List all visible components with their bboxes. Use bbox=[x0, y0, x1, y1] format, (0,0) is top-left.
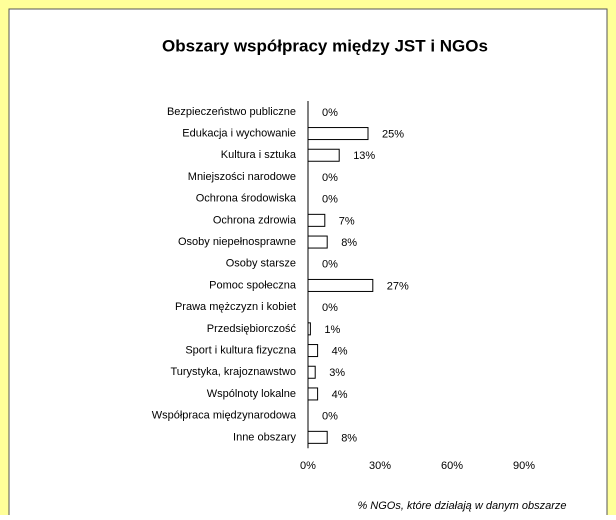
data-label: 4% bbox=[332, 345, 348, 357]
data-label: 8% bbox=[341, 432, 357, 444]
x-tick-label: 0% bbox=[300, 460, 316, 472]
data-label: 4% bbox=[332, 389, 348, 401]
y-tick-label: Osoby niepełnosprawne bbox=[178, 236, 296, 248]
data-label: 27% bbox=[387, 280, 409, 292]
bar bbox=[307, 387, 319, 401]
y-tick-label: Ochrona środowiska bbox=[196, 193, 297, 205]
y-tick-label: Kultura i sztuka bbox=[221, 149, 297, 161]
bar bbox=[307, 235, 328, 249]
y-tick-label: Współpraca międzynarodowa bbox=[152, 410, 297, 422]
data-label: 13% bbox=[353, 150, 375, 162]
y-tick-label: Wspólnoty lokalne bbox=[207, 388, 296, 400]
y-tick-label: Ochrona zdrowia bbox=[213, 214, 297, 226]
data-label: 0% bbox=[322, 194, 338, 206]
y-tick-label: Inne obszary bbox=[233, 431, 296, 443]
x-tick-label: 60% bbox=[441, 460, 463, 472]
y-tick-label: Edukacja i wychowanie bbox=[182, 127, 296, 139]
data-label: 0% bbox=[322, 172, 338, 184]
data-label: 0% bbox=[322, 411, 338, 423]
y-tick-label: Pomoc społeczna bbox=[209, 279, 297, 291]
chart-title: Obszary współpracy między JST i NGOs bbox=[162, 36, 488, 55]
y-tick-label: Osoby starsze bbox=[226, 258, 296, 270]
y-tick-label: Mniejszości narodowe bbox=[188, 171, 296, 183]
bar bbox=[307, 213, 326, 227]
y-tick-label: Sport i kultura fizyczna bbox=[185, 344, 297, 356]
x-axis-label: % NGOs, które działają w danym obszarze bbox=[357, 500, 566, 512]
bar bbox=[307, 148, 340, 162]
data-label: 1% bbox=[324, 324, 340, 336]
data-label: 7% bbox=[339, 215, 355, 227]
data-label: 3% bbox=[329, 367, 345, 379]
bar bbox=[307, 430, 328, 444]
bar bbox=[307, 365, 316, 379]
data-label: 0% bbox=[322, 259, 338, 271]
y-tick-label: Prawa mężczyzn i kobiet bbox=[175, 301, 296, 313]
y-tick-label: Przedsiębiorczość bbox=[207, 323, 297, 335]
bar bbox=[307, 278, 374, 292]
data-label: 25% bbox=[382, 128, 404, 140]
data-label: 8% bbox=[341, 237, 357, 249]
x-tick-label: 30% bbox=[369, 460, 391, 472]
y-tick-label: Bezpieczeństwo publiczne bbox=[167, 106, 296, 118]
data-label: 0% bbox=[322, 107, 338, 119]
x-tick-label: 90% bbox=[513, 460, 535, 472]
data-label: 0% bbox=[322, 302, 338, 314]
y-tick-label: Turystyka, krajoznawstwo bbox=[170, 366, 296, 378]
bar bbox=[307, 127, 369, 141]
bar bbox=[307, 344, 319, 358]
